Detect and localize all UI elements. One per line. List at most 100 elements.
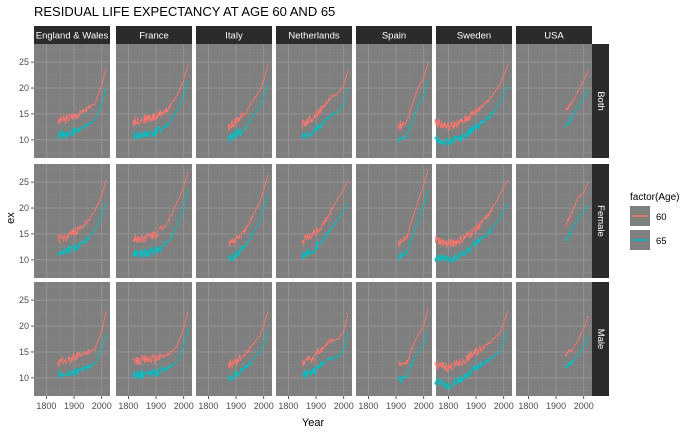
series-line-65 bbox=[57, 333, 107, 379]
strip-sweden bbox=[436, 26, 512, 44]
series-line-60 bbox=[301, 312, 349, 367]
y-tick-label: 10 bbox=[19, 373, 29, 383]
strip-label: Female bbox=[595, 205, 606, 237]
panel bbox=[196, 282, 272, 396]
strip-label: England & Wales bbox=[36, 31, 109, 42]
series-line-65 bbox=[434, 330, 509, 390]
x-tick-label: 1800 bbox=[438, 401, 458, 411]
strip-label: Italy bbox=[225, 31, 243, 42]
x-tick-label: 1900 bbox=[386, 401, 406, 411]
x-tick-label: 1900 bbox=[466, 401, 486, 411]
panel bbox=[196, 164, 272, 278]
x-tick-label: 2000 bbox=[174, 401, 194, 411]
x-tick-label: 2000 bbox=[254, 401, 274, 411]
series-line-65 bbox=[132, 328, 189, 380]
series-line-60 bbox=[564, 181, 589, 228]
series-line-65 bbox=[434, 202, 509, 264]
x-tick-label: 1800 bbox=[278, 401, 298, 411]
y-tick-label: 10 bbox=[19, 255, 29, 265]
series-line-60 bbox=[132, 64, 189, 127]
series-line-60 bbox=[397, 307, 429, 367]
strip-italy bbox=[196, 26, 272, 44]
series-line-60 bbox=[564, 69, 589, 111]
series-line-65 bbox=[132, 80, 189, 140]
series-line-60 bbox=[434, 310, 509, 373]
series-line-65 bbox=[57, 87, 107, 141]
x-tick-label: 1800 bbox=[118, 401, 138, 411]
x-tick-label: 2000 bbox=[92, 401, 112, 411]
strip-france bbox=[116, 26, 192, 44]
series-line-60 bbox=[57, 67, 107, 125]
panel bbox=[34, 164, 110, 278]
series-line-60 bbox=[397, 169, 429, 247]
series-line-60 bbox=[397, 61, 429, 131]
series-line-60 bbox=[564, 315, 589, 357]
chart-title: RESIDUAL LIFE EXPECTANCY AT AGE 60 AND 6… bbox=[34, 4, 335, 19]
legend: factor(Age) 60 65 bbox=[630, 192, 679, 250]
strip-usa bbox=[516, 26, 592, 44]
panel bbox=[434, 44, 512, 158]
panel bbox=[434, 282, 512, 396]
x-tick-label: 1800 bbox=[198, 401, 218, 411]
series-line-60 bbox=[227, 310, 269, 370]
x-tick-label: 2000 bbox=[334, 401, 354, 411]
panel bbox=[116, 282, 192, 396]
series-line-65 bbox=[564, 205, 589, 243]
series-line-65 bbox=[397, 80, 429, 144]
series-line-60 bbox=[132, 310, 189, 366]
panel bbox=[116, 164, 192, 278]
series-line-65 bbox=[564, 336, 589, 369]
y-tick-label: 15 bbox=[19, 229, 29, 239]
strip-female bbox=[592, 164, 609, 278]
panel bbox=[276, 44, 352, 158]
strip-label: Netherlands bbox=[288, 31, 339, 42]
legend-label-65: 65 bbox=[656, 236, 667, 247]
strip-label: Male bbox=[595, 329, 606, 350]
panels-layer: England & Wales France Italy Netherlands Spa… bbox=[34, 26, 609, 396]
x-tick-label: 1800 bbox=[518, 401, 538, 411]
series-line-65 bbox=[301, 202, 349, 260]
x-tick-label: 1900 bbox=[64, 401, 84, 411]
y-tick-label: 25 bbox=[19, 177, 29, 187]
legend-title: factor(Age) bbox=[630, 192, 679, 203]
panel bbox=[516, 282, 592, 396]
x-tick-label: 1900 bbox=[146, 401, 166, 411]
strip-spain bbox=[356, 26, 432, 44]
series-line-65 bbox=[397, 189, 429, 262]
x-tick-label: 1800 bbox=[36, 401, 56, 411]
series-line-60 bbox=[301, 69, 349, 129]
strip-label: Sweden bbox=[457, 31, 491, 42]
series-line-65 bbox=[57, 202, 107, 257]
strip-both bbox=[592, 44, 609, 158]
series-line-65 bbox=[227, 331, 269, 382]
y-axis-title: ex bbox=[5, 212, 17, 224]
series-line-60 bbox=[57, 179, 107, 244]
x-tick-label: 1900 bbox=[546, 401, 566, 411]
panel bbox=[516, 164, 592, 278]
series-line-60 bbox=[228, 174, 269, 247]
panel bbox=[34, 44, 110, 158]
panel bbox=[34, 282, 110, 396]
panel bbox=[116, 44, 192, 158]
series-line-60 bbox=[132, 171, 189, 244]
panel bbox=[356, 44, 432, 158]
strip-label: USA bbox=[544, 31, 564, 42]
y-tick-label: 10 bbox=[19, 135, 29, 145]
series-line-60 bbox=[434, 179, 509, 248]
y-tick-label: 25 bbox=[19, 295, 29, 305]
series-line-65 bbox=[301, 87, 349, 140]
panel bbox=[276, 164, 352, 278]
x-tick-label: 2000 bbox=[494, 401, 514, 411]
legend-label-60: 60 bbox=[656, 212, 667, 223]
y-tick-label: 20 bbox=[19, 83, 29, 93]
panel bbox=[196, 44, 272, 158]
strip-england-wales bbox=[34, 26, 110, 44]
x-tick-label: 1900 bbox=[226, 401, 246, 411]
y-tick-label: 20 bbox=[19, 203, 29, 213]
panel bbox=[516, 44, 592, 158]
series-line-65 bbox=[397, 331, 429, 384]
strip-netherlands bbox=[276, 26, 352, 44]
panel bbox=[356, 282, 432, 396]
x-tick-label: 1800 bbox=[358, 401, 378, 411]
